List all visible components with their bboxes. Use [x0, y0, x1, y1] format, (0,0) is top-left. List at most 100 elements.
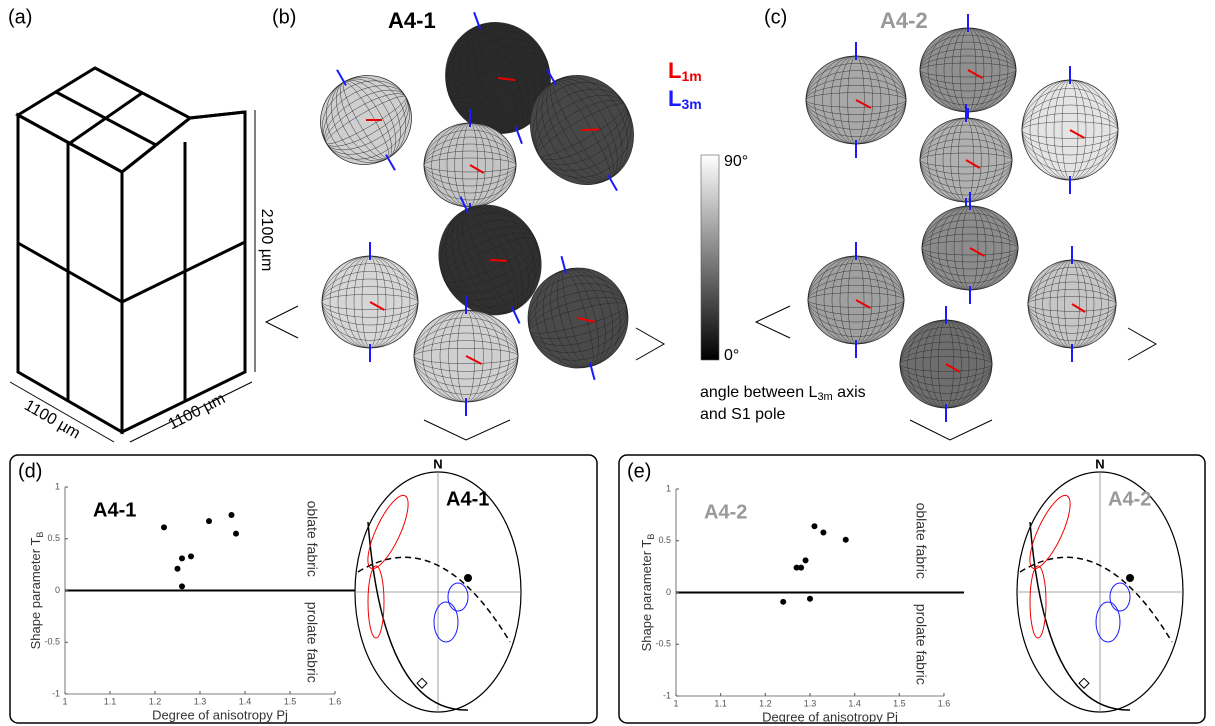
ellipsoid — [413, 296, 519, 416]
dashed-circle — [1019, 556, 1173, 643]
y-tick-label: 0.5 — [47, 533, 60, 543]
panel-label: (c) — [764, 6, 787, 28]
ellipsoids — [320, 11, 1119, 422]
ellipsoid — [805, 42, 907, 158]
point — [174, 565, 181, 572]
x-tick-label: 1.4 — [239, 696, 252, 706]
net-north: N — [433, 456, 442, 471]
confidence-ellipse — [367, 494, 409, 570]
confidence-ellipse — [367, 565, 385, 639]
axis-l3 — [546, 68, 557, 86]
mean-point — [1126, 574, 1134, 582]
colorbar — [700, 154, 720, 361]
ellipsoid — [919, 14, 1017, 126]
x-tick-label: 1.3 — [804, 698, 817, 708]
great-circle — [1029, 521, 1131, 711]
annotation: prolate fabric — [913, 604, 929, 685]
ellipsoid — [1027, 246, 1117, 362]
axis-l1 — [945, 363, 961, 373]
ellipsoid-grid — [321, 263, 419, 341]
point — [820, 529, 827, 536]
point — [228, 511, 235, 518]
axis-l1 — [469, 164, 485, 174]
y-axis-label: Shape parameter TB — [639, 534, 656, 652]
ellipsoid — [530, 68, 634, 192]
ellipsoid-grid — [919, 124, 1013, 196]
mean-point — [1078, 677, 1090, 689]
x-tick-label: 1.5 — [284, 696, 297, 706]
point — [780, 598, 787, 605]
point — [802, 557, 809, 564]
axis-l3 — [385, 154, 396, 171]
axis-l1 — [497, 77, 516, 82]
ellipsoid — [321, 242, 419, 362]
ellipsoid — [445, 11, 551, 145]
y-tick-label: 0 — [55, 585, 60, 595]
ellipsoid — [899, 306, 993, 422]
dimension-lines — [9, 110, 256, 443]
axis-l1 — [1071, 303, 1086, 313]
great-circle — [367, 521, 469, 711]
ellipsoid — [1021, 66, 1119, 194]
axis-l1 — [1069, 129, 1085, 139]
axis-l1 — [581, 128, 600, 131]
point — [811, 523, 818, 530]
sample-title: A4-1 — [388, 8, 436, 33]
ellipsoid-grid — [899, 327, 993, 401]
x-tick-label: 1.2 — [149, 696, 162, 706]
mean-point — [464, 574, 472, 582]
panel-label: (d) — [18, 460, 42, 482]
axis-l3 — [560, 255, 568, 274]
point — [842, 536, 849, 543]
axis-l3 — [336, 69, 347, 86]
dimension-label: 2100 µm — [258, 209, 275, 272]
point — [179, 583, 185, 590]
axis-l1 — [369, 301, 385, 311]
axis-l3 — [607, 174, 618, 192]
y-axis-label-text: Shape parameter T — [639, 540, 654, 652]
ellipsoid-grid — [440, 212, 540, 308]
confidence-ellipse — [447, 582, 469, 612]
axis-l1 — [577, 317, 595, 323]
ellipsoid-grid — [413, 317, 519, 395]
point — [798, 564, 805, 571]
colorbar-max: 90° — [724, 153, 748, 170]
axis-l1 — [967, 69, 983, 79]
annotation: oblate fabric — [304, 501, 320, 577]
confidence-ellipse — [1029, 565, 1047, 639]
confidence-ellipse — [1109, 582, 1131, 612]
sample-title: A4-2 — [880, 8, 928, 33]
panel-label: (a) — [8, 6, 32, 28]
ellipsoid-grid — [807, 263, 905, 337]
ellipsoid-grid — [528, 275, 628, 361]
ellipsoid-grid — [1021, 88, 1119, 172]
ellipsoid — [527, 255, 629, 381]
y-tick-label: -0.5 — [655, 639, 671, 649]
ellipsoid — [438, 196, 542, 324]
net-title: A4-2 — [1108, 488, 1151, 510]
ellipsoid — [921, 192, 1019, 304]
ellipsoid-grid — [805, 63, 907, 137]
point — [179, 555, 185, 562]
annotation: prolate fabric — [304, 602, 320, 683]
y-axis-label-text: Shape parameter T — [28, 538, 43, 650]
legend-l1: L1m — [668, 58, 702, 84]
point — [807, 595, 813, 602]
axis-l3 — [511, 306, 521, 324]
x-tick-label: 1.5 — [893, 698, 906, 708]
net-title: A4-1 — [446, 488, 489, 510]
ellipsoid — [919, 104, 1013, 216]
panel-box — [618, 454, 1206, 724]
axis-l1 — [465, 355, 483, 365]
mean-point — [416, 677, 428, 689]
legend-l3: L3m — [668, 86, 702, 112]
y-tick-label: 1 — [55, 481, 60, 491]
colorbar-caption: angle between L3m axis — [700, 384, 866, 403]
chart-title: A4-1 — [93, 499, 136, 521]
panel-box — [9, 454, 598, 724]
x-tick-label: 1.6 — [938, 698, 951, 708]
confidence-ellipse — [1095, 601, 1121, 643]
axis-l3 — [459, 196, 469, 214]
y-tick-label: -0.5 — [44, 637, 60, 647]
